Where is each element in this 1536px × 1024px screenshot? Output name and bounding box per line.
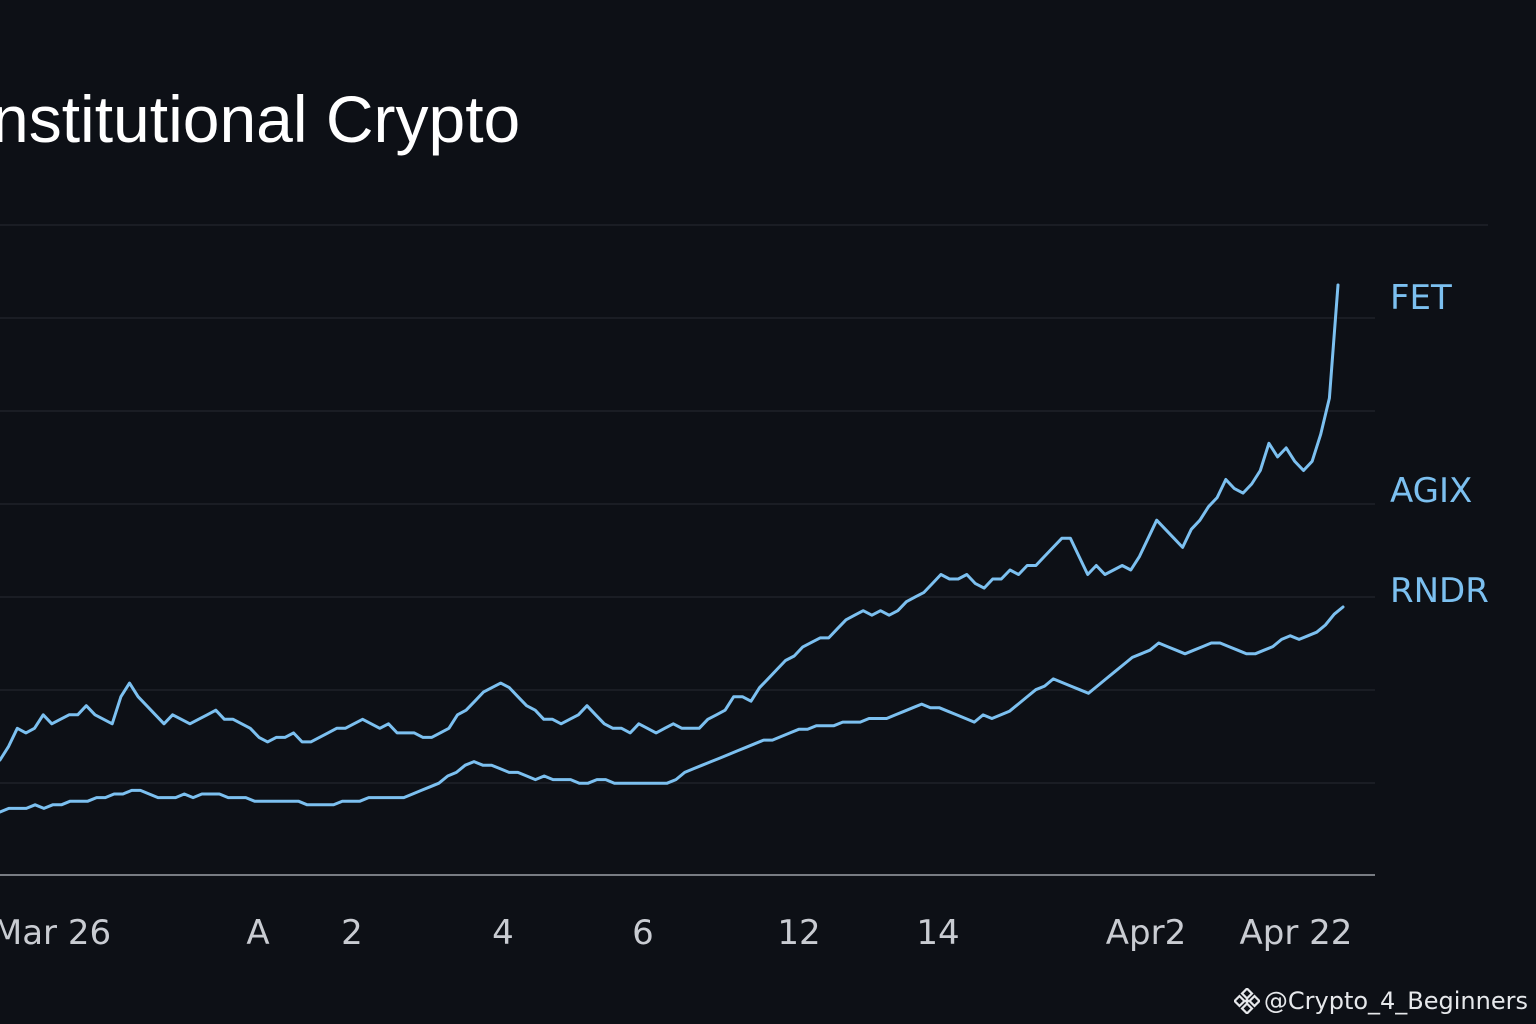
x-tick-label: 14	[916, 913, 959, 953]
x-tick-label: 4	[492, 913, 514, 953]
series-line-fet	[0, 283, 1340, 762]
series-label-rndr: RNDR	[1390, 571, 1489, 611]
gridlines	[0, 224, 1488, 784]
x-tick-label: Apr2	[1106, 913, 1186, 953]
series-line-agix	[0, 605, 1345, 814]
series-label-fet: FET	[1390, 278, 1452, 318]
x-tick-label: 6	[632, 913, 654, 953]
x-tick-label: Mar 26	[0, 913, 111, 953]
series-group	[0, 283, 1345, 814]
watermark-handle: @Crypto_4_Beginners	[1263, 987, 1528, 1015]
x-tick-label: A	[246, 913, 269, 953]
chart-title: nstitutional Crypto	[0, 82, 520, 156]
watermark: @Crypto_4_Beginners	[1233, 986, 1528, 1016]
x-tick-label: 12	[777, 913, 820, 953]
series-label-agix: AGIX	[1390, 471, 1472, 511]
x-tick-labels: Mar 26 A 2 4 6 12 14 Apr2 Apr 22	[0, 913, 1352, 953]
binance-logo-icon	[1233, 988, 1260, 1014]
series-labels: FET AGIX RNDR	[1390, 278, 1489, 611]
x-tick-label: 2	[341, 913, 363, 953]
x-tick-label: Apr 22	[1240, 913, 1353, 953]
